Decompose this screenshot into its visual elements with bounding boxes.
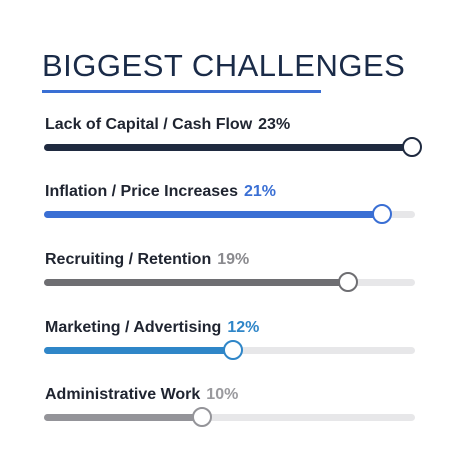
value-label: 19%: [217, 251, 250, 268]
title-underline: [42, 90, 321, 93]
category-name: Recruiting / Retention: [45, 251, 212, 268]
challenge-label: Marketing / Advertising 12%: [45, 318, 259, 338]
challenge-label: Lack of Capital / Cash Flow 23%: [45, 115, 290, 135]
category-name: Marketing / Advertising: [45, 319, 222, 336]
slider-thumb[interactable]: [402, 137, 423, 157]
slider-thumb[interactable]: [371, 204, 392, 224]
value-label: 21%: [243, 183, 276, 200]
slider-thumb[interactable]: [191, 407, 212, 427]
challenge-label: Inflation / Price Increases 21%: [45, 182, 276, 202]
challenge-row: Recruiting / Retention 19%: [0, 250, 459, 300]
challenge-row: Administrative Work 10%: [0, 385, 459, 435]
slider-thumb[interactable]: [338, 272, 359, 292]
slider-fill: [44, 144, 413, 151]
slider-fill: [44, 279, 349, 286]
value-label: 10%: [206, 386, 239, 403]
challenge-row: Marketing / Advertising 12%: [0, 318, 459, 368]
slider-track: [44, 211, 415, 218]
challenge-label: Administrative Work 10%: [45, 385, 238, 405]
category-name: Inflation / Price Increases: [45, 183, 238, 200]
slider-track: [44, 414, 415, 421]
page-title: BIGGEST CHALLENGES: [42, 48, 406, 83]
slider-fill: [44, 414, 202, 421]
challenge-row: Lack of Capital / Cash Flow 23%: [0, 115, 459, 165]
category-name: Lack of Capital / Cash Flow: [45, 116, 253, 133]
slider-track: [44, 279, 415, 286]
value-label: 23%: [258, 116, 291, 133]
challenge-row: Inflation / Price Increases 21%: [0, 182, 459, 232]
challenge-label: Recruiting / Retention 19%: [45, 250, 249, 270]
slider-fill: [44, 347, 234, 354]
slider-thumb[interactable]: [223, 340, 244, 360]
slider-track: [44, 144, 415, 151]
slider-fill: [44, 211, 382, 218]
value-label: 12%: [227, 319, 260, 336]
category-name: Administrative Work: [45, 386, 201, 403]
